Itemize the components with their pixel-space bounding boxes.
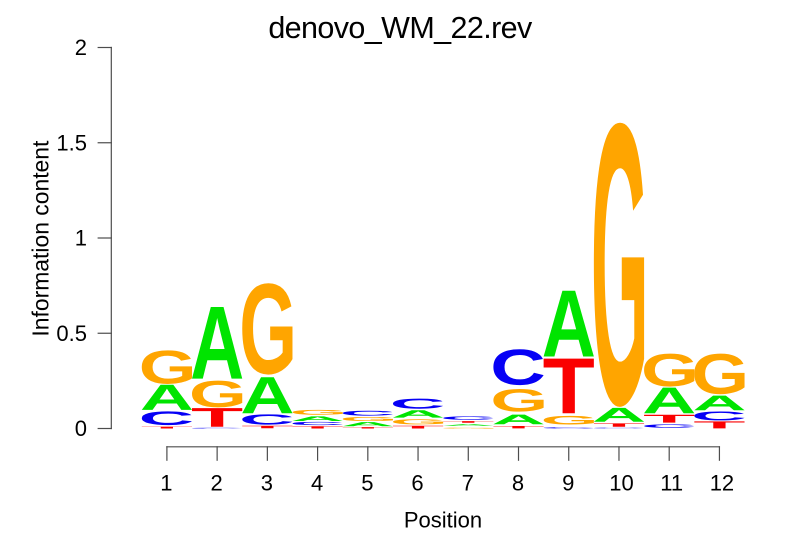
svg-text:denovo_WM_22.rev: denovo_WM_22.rev: [268, 11, 533, 45]
svg-text:12: 12: [710, 471, 734, 496]
svg-text:2: 2: [211, 471, 223, 496]
svg-text:3: 3: [261, 471, 273, 496]
svg-text:1: 1: [75, 226, 87, 251]
svg-text:Information content: Information content: [27, 140, 53, 337]
svg-text:Position: Position: [404, 507, 482, 532]
svg-text:7: 7: [462, 471, 474, 496]
svg-text:2: 2: [75, 35, 87, 60]
svg-text:11: 11: [660, 471, 683, 496]
svg-text:6: 6: [411, 471, 423, 496]
svg-text:1: 1: [160, 471, 172, 496]
svg-text:9: 9: [562, 471, 574, 496]
svg-text:10: 10: [609, 471, 633, 496]
svg-text:0: 0: [75, 416, 87, 441]
svg-text:8: 8: [512, 471, 524, 496]
svg-text:5: 5: [361, 471, 373, 496]
svg-text:0.5: 0.5: [56, 321, 87, 346]
svg-text:1.5: 1.5: [56, 130, 87, 155]
svg-text:4: 4: [311, 471, 323, 496]
